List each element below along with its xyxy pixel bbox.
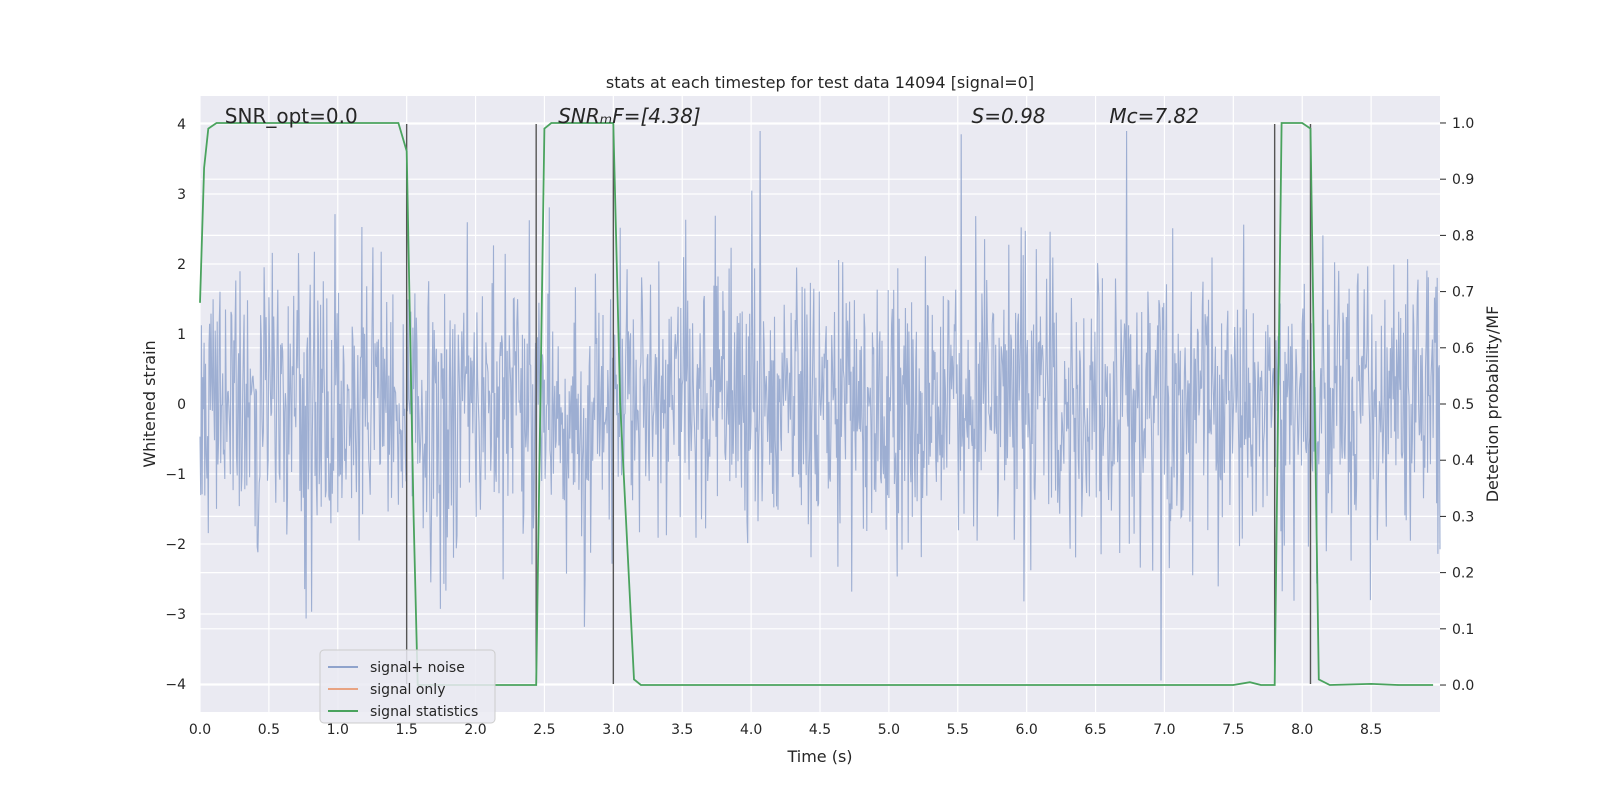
annotation-mc-value: Mᴄ=7.82: [1109, 104, 1199, 128]
annotations: SNR_opt=0.0 SNRₘF=[4.38] S=0.98 Mᴄ=7.82: [225, 104, 1199, 128]
x-tick-label: 1.0: [327, 722, 349, 738]
y-axis-label: Whitened strain: [140, 340, 159, 467]
y2-tick-label: 0.5: [1452, 397, 1474, 413]
x-tick-label: 6.0: [1016, 722, 1038, 738]
legend-box: [319, 649, 496, 724]
y2-tick-label: 1.0: [1452, 116, 1474, 132]
tick-labels: 0.0 0.5 1.0 1.5 2.0 2.5 3.0 3.5 4.0 4.5 5.0 5.5 6.0 6…: [165, 116, 1474, 738]
y2-tick-label: 0.0: [1452, 678, 1474, 694]
y-tick-label: −4: [165, 677, 186, 693]
x-tick-label: 4.5: [809, 722, 831, 738]
plot-area: [199, 96, 1441, 712]
x-tick-label: 0.5: [258, 722, 280, 738]
y2-tick-label: 0.4: [1452, 453, 1474, 469]
x-tick-label: 5.5: [947, 722, 969, 738]
y2-tick-label: 0.8: [1452, 228, 1474, 244]
annotation-snr-mf: SNRₘF=[4.38]: [558, 104, 700, 128]
x-tick-label: 7.0: [1153, 722, 1175, 738]
y-tick-label: 4: [177, 117, 186, 133]
legend-entry-label: signal statistics: [370, 704, 478, 720]
y2-tick-label: 0.2: [1452, 566, 1474, 582]
x-tick-label: 2.0: [464, 722, 486, 738]
x-tick-label: 5.0: [878, 722, 900, 738]
x-tick-label: 2.5: [533, 722, 555, 738]
y-tick-label: 2: [177, 257, 186, 273]
y2-axis-label: Detection probability/MF: [1483, 306, 1502, 503]
y2-tick-label: 0.6: [1452, 341, 1474, 357]
legend-entry-label: signal+ noise: [370, 660, 465, 676]
x-tick-label: 6.5: [1084, 722, 1106, 738]
x-tick-label: 1.5: [396, 722, 418, 738]
legend-items: signal+ noise signal only signal statistic…: [328, 660, 478, 720]
vertical-markers: [405, 124, 1312, 684]
chart-title: stats at each timestep for test data 140…: [606, 73, 1034, 92]
y2-tick-label: 0.3: [1452, 509, 1474, 525]
y-tick-label: −1: [165, 467, 186, 483]
x-tick-label: 3.5: [671, 722, 693, 738]
x-tick-label: 8.0: [1291, 722, 1313, 738]
x-axis-label: Time (s): [786, 747, 852, 766]
y-tick-label: 0: [177, 397, 186, 413]
x-tick-label: 7.5: [1222, 722, 1244, 738]
annotation-s-value: S=0.98: [972, 104, 1046, 128]
y-tick-label: −2: [165, 537, 186, 553]
series-signal-statistics-line: [199, 122, 1434, 686]
y2-tick-label: 0.9: [1452, 172, 1474, 188]
y-tick-label: 1: [177, 327, 186, 343]
x-tick-label: 4.0: [740, 722, 762, 738]
y2-tick-label: 0.7: [1452, 285, 1474, 301]
x-tick-label: 3.0: [602, 722, 624, 738]
y-tick-label: 3: [177, 187, 186, 203]
x-tick-label: 8.5: [1360, 722, 1382, 738]
legend: signal+ noise signal only signal statistic…: [319, 649, 496, 724]
x-tick-label: 0.0: [189, 722, 211, 738]
y2-tick-label: 0.1: [1452, 622, 1474, 638]
annotation-snr-opt: SNR_opt=0.0: [225, 104, 358, 128]
legend-entry-label: signal only: [370, 682, 445, 698]
y-tick-label: −3: [165, 607, 186, 623]
